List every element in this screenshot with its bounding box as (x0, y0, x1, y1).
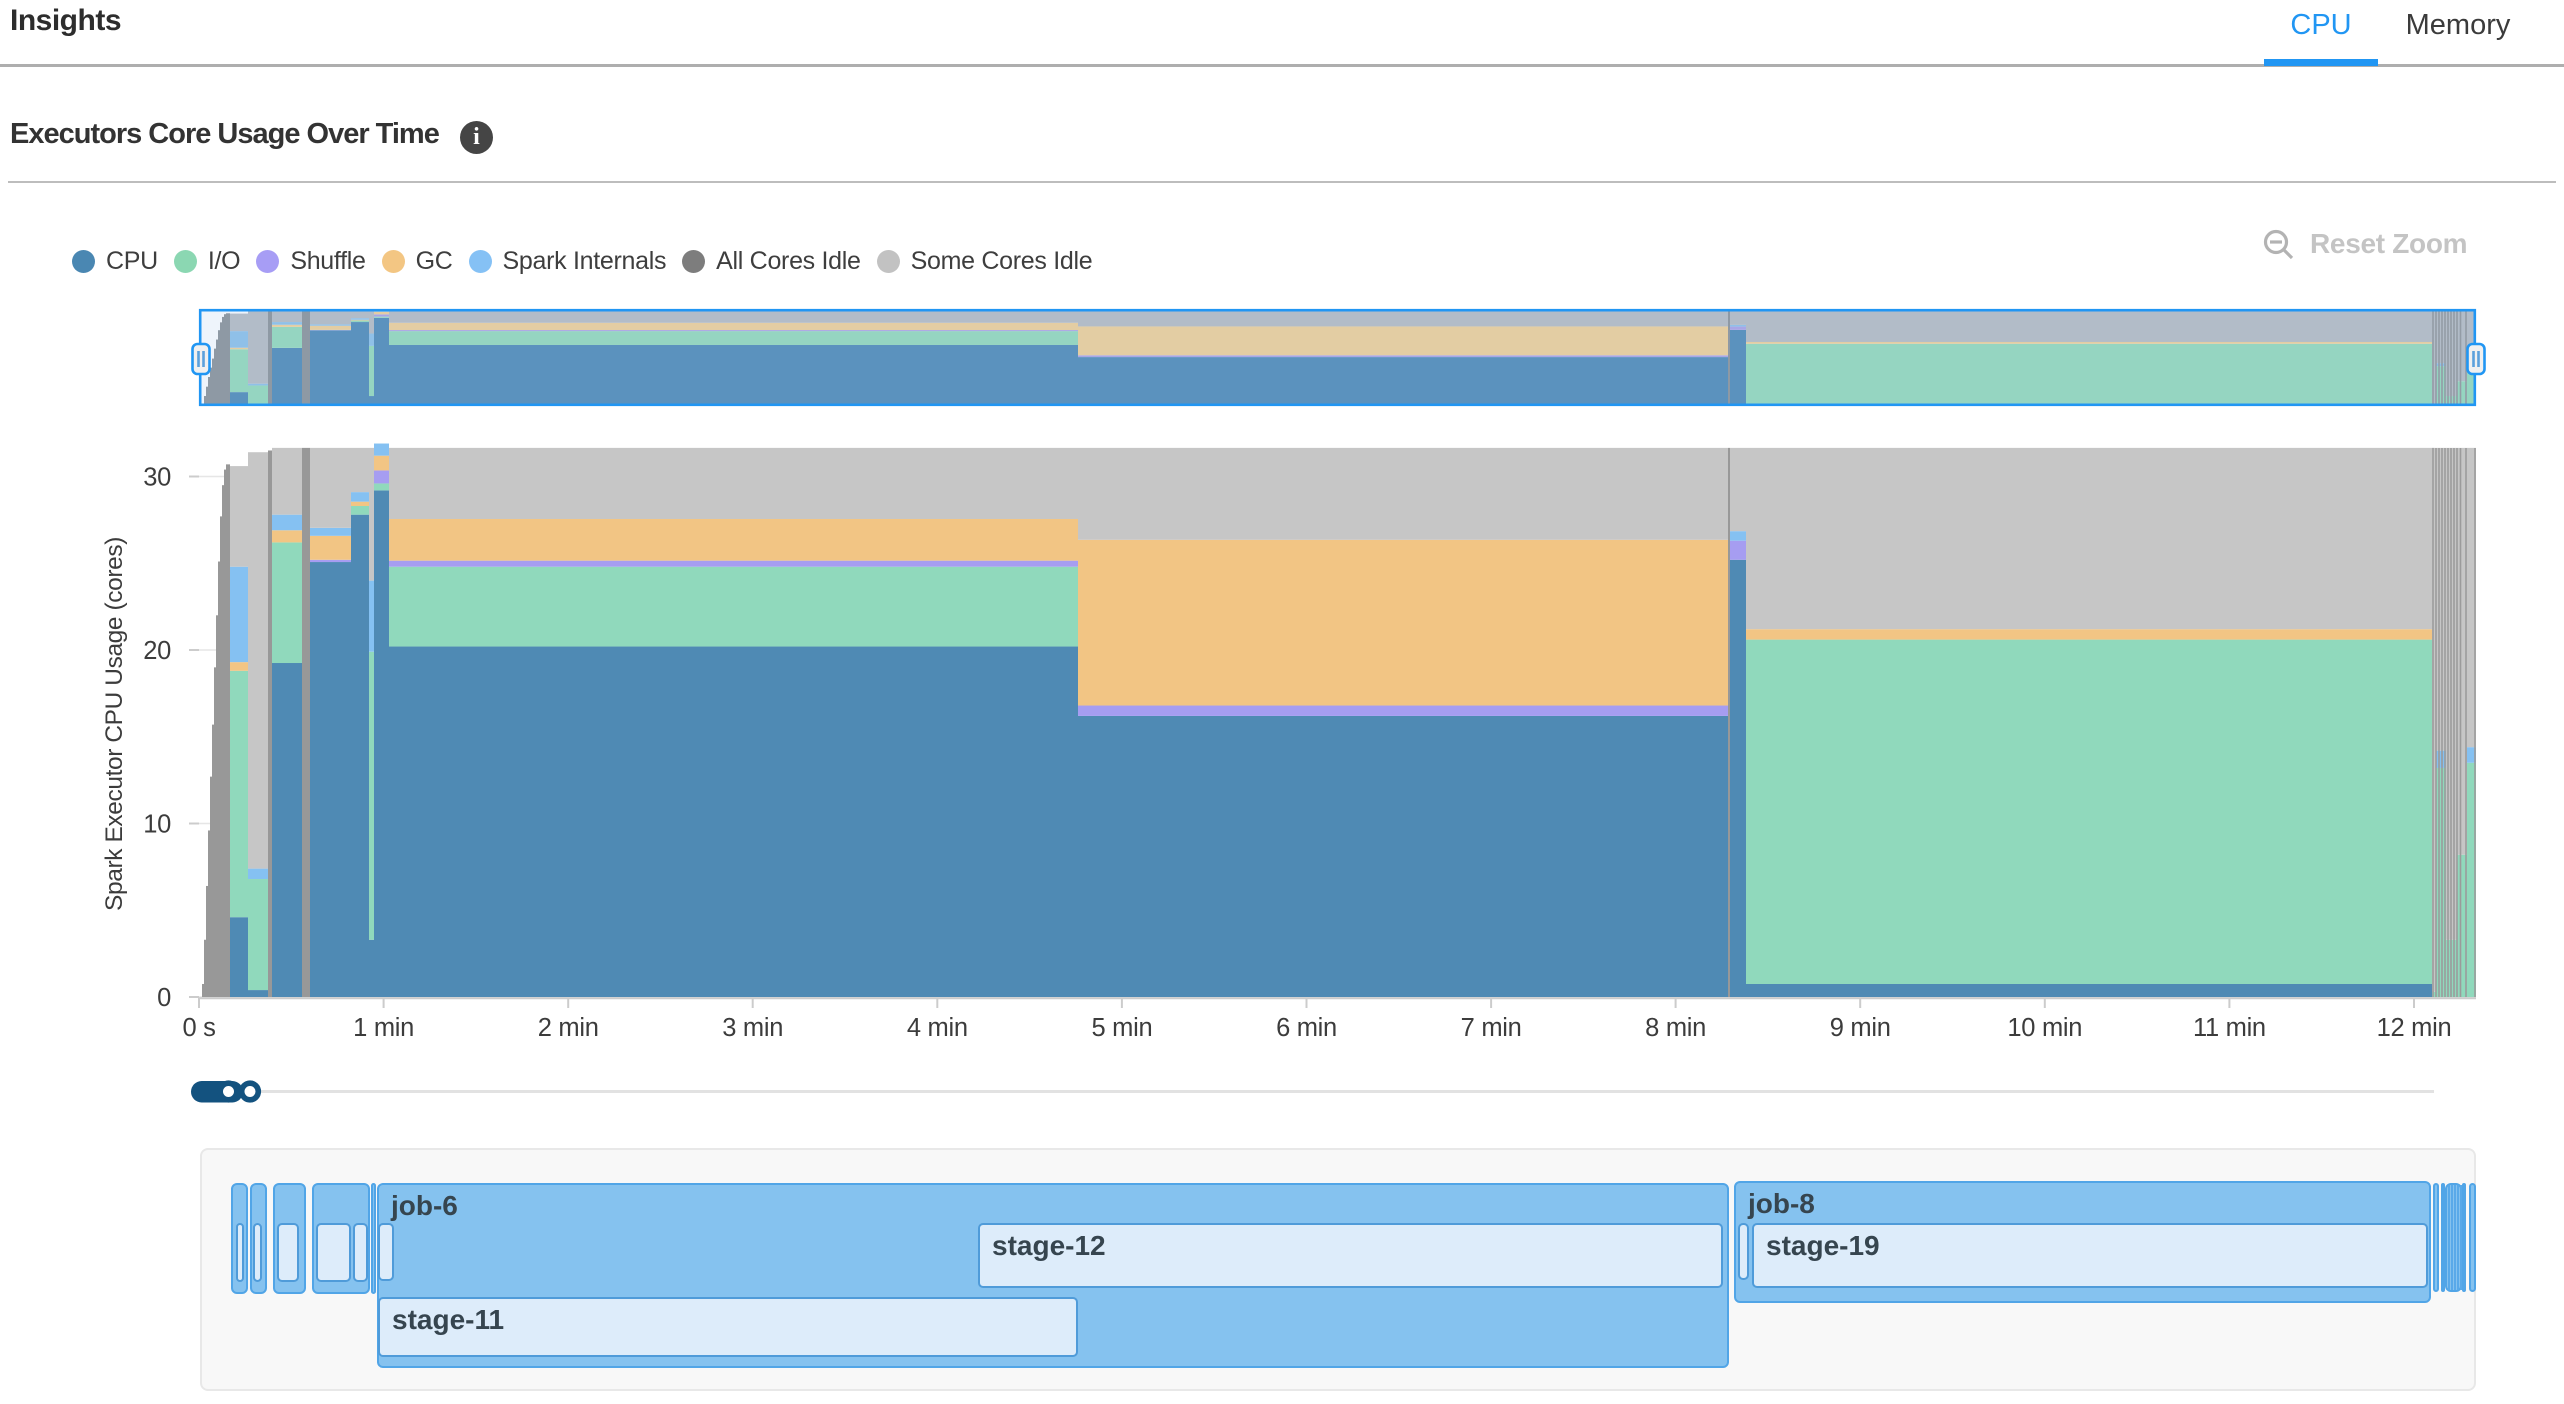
svg-text:4 min: 4 min (907, 1014, 968, 1042)
svg-text:7 min: 7 min (1461, 1014, 1522, 1042)
svg-text:0: 0 (157, 984, 171, 1012)
svg-text:2 min: 2 min (538, 1014, 599, 1042)
svg-text:20: 20 (143, 637, 171, 665)
svg-text:10: 10 (143, 811, 171, 839)
svg-text:0 s: 0 s (182, 1014, 215, 1042)
svg-text:30: 30 (143, 464, 171, 492)
svg-text:9 min: 9 min (1830, 1014, 1891, 1042)
svg-text:1 min: 1 min (353, 1014, 414, 1042)
svg-text:Spark Executor CPU Usage (core: Spark Executor CPU Usage (cores) (101, 537, 128, 911)
svg-text:12 min: 12 min (2377, 1014, 2452, 1042)
svg-text:5 min: 5 min (1091, 1014, 1152, 1042)
svg-text:11 min: 11 min (2193, 1014, 2266, 1042)
svg-text:10 min: 10 min (2007, 1014, 2082, 1042)
svg-text:8 min: 8 min (1645, 1014, 1706, 1042)
svg-text:6 min: 6 min (1276, 1014, 1337, 1042)
svg-text:3 min: 3 min (722, 1014, 783, 1042)
